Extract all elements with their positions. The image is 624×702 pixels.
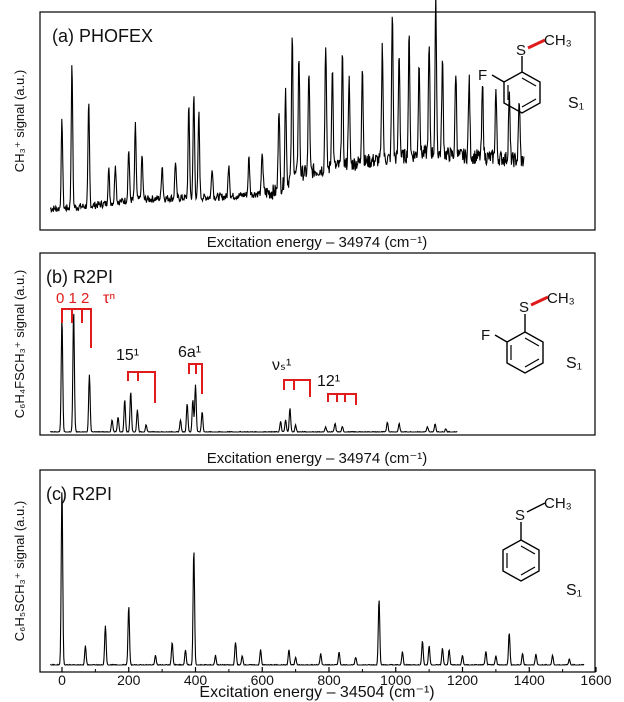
x-tick-label: 400 xyxy=(184,672,208,688)
x-tick-label: 200 xyxy=(117,672,141,688)
panel-c-label: (c) R2PI xyxy=(46,484,112,504)
panel-b-label: (b) R2PI xyxy=(46,267,113,287)
ring-double-bond xyxy=(524,358,540,368)
sulfur-atom: S xyxy=(516,42,526,59)
methyl-group: CH₃ xyxy=(544,495,572,512)
panel-b-trace xyxy=(49,313,458,433)
x-tick-label: 1600 xyxy=(580,672,611,688)
c-f-bond xyxy=(494,334,508,343)
panel-a-molecule: S CH₃ F S₁ xyxy=(478,32,584,114)
fluorine-atom: F xyxy=(481,327,490,344)
panel-b-xlabel: Excitation energy – 34974 (cm⁻¹) xyxy=(207,450,428,467)
panel-a-trace xyxy=(49,0,525,214)
band-nu-label: νₛ¹ xyxy=(272,357,291,374)
band-12-bracket xyxy=(327,393,357,405)
x-axis-ticks: 0 200 400 600 800 1000 1200 1400 1600 xyxy=(58,667,612,688)
panel-c-frame xyxy=(39,469,596,673)
x-tick-label: 1400 xyxy=(514,672,545,688)
band-6a-label: 6a¹ xyxy=(178,344,201,361)
x-tick-label: 600 xyxy=(251,672,275,688)
benzene-ring xyxy=(502,539,540,582)
x-tick-label: 1200 xyxy=(447,672,478,688)
s-ch3-bond xyxy=(530,295,549,307)
panel-b-frame xyxy=(39,252,596,436)
ring-double-bond xyxy=(521,77,537,87)
ring-double-bond xyxy=(520,566,536,576)
tau-progression-numbers: 0 1 2 xyxy=(56,290,89,307)
ring-double-bond xyxy=(521,98,537,108)
panel-b-ylabel: C₆H₄FSCH₃⁺ signal (a.u.) xyxy=(12,270,27,418)
x-tick-label: 800 xyxy=(317,672,341,688)
panel-c-xlabel: Excitation energy – 34504 (cm⁻¹) xyxy=(199,684,434,701)
x-tick-label: 1000 xyxy=(380,672,411,688)
c-f-bond xyxy=(491,74,505,83)
panel-b-molecule: S CH₃ F S₁ xyxy=(481,290,582,374)
s-ch3-bond xyxy=(526,502,546,513)
sulfur-atom: S xyxy=(515,507,525,524)
fluorine-atom: F xyxy=(478,67,487,84)
band-15-label: 15¹ xyxy=(116,347,139,364)
sulfur-atom: S xyxy=(519,299,529,316)
panel-a-state: S₁ xyxy=(568,95,584,112)
panel-c-ylabel: C₆H₅SCH₃⁺ signal (a.u.) xyxy=(12,501,27,641)
panel-a-label: (a) PHOFEX xyxy=(52,26,153,46)
band-15-bracket xyxy=(127,371,156,403)
tau-progression-label: τⁿ xyxy=(103,290,115,307)
panel-b-state: S₁ xyxy=(566,355,582,372)
s-ch3-bond xyxy=(527,38,546,50)
panel-a-frame xyxy=(39,11,596,231)
x-tick-label: 0 xyxy=(58,672,66,688)
panel-c-trace xyxy=(50,492,585,667)
ring-double-bond xyxy=(524,337,540,347)
methyl-group: CH₃ xyxy=(544,32,572,49)
panel-c-molecule: S CH₃ S₁ xyxy=(502,495,582,599)
methyl-group: CH₃ xyxy=(547,290,575,307)
panel-a-ylabel: CH₃⁺ signal (a.u.) xyxy=(12,70,27,172)
panel-a-xlabel: Excitation energy – 34974 (cm⁻¹) xyxy=(207,234,428,251)
band-nu-bracket xyxy=(283,379,311,397)
tau-bracket xyxy=(61,308,92,348)
panel-c-state: S₁ xyxy=(566,582,582,599)
panel-b-annotations: 0 1 2 τⁿ 15¹ 6a¹ νₛ¹ 12¹ xyxy=(56,290,357,405)
ring-double-bond xyxy=(520,545,536,555)
band-6a-bracket xyxy=(188,363,203,394)
band-12-label: 12¹ xyxy=(317,373,340,390)
